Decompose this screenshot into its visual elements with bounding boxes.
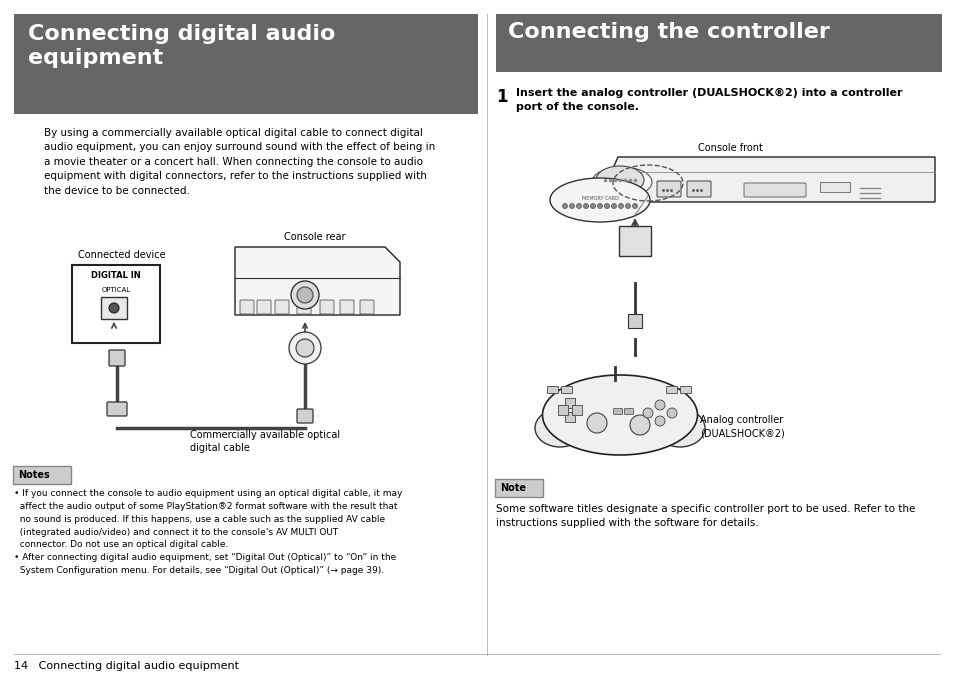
FancyBboxPatch shape [256, 300, 271, 314]
Circle shape [597, 204, 602, 208]
FancyBboxPatch shape [558, 405, 567, 415]
Text: 14   Connecting digital audio equipment: 14 Connecting digital audio equipment [14, 661, 239, 671]
FancyBboxPatch shape [657, 181, 680, 197]
Circle shape [618, 204, 623, 208]
Ellipse shape [596, 166, 643, 194]
Circle shape [291, 281, 318, 309]
Text: • If you connect the console to audio equipment using an optical digital cable, : • If you connect the console to audio eq… [14, 489, 402, 575]
FancyBboxPatch shape [613, 408, 622, 415]
Text: Console front: Console front [697, 143, 761, 153]
Text: Commercially available optical
digital cable: Commercially available optical digital c… [190, 430, 340, 453]
Ellipse shape [592, 167, 651, 197]
FancyBboxPatch shape [547, 386, 558, 394]
FancyBboxPatch shape [564, 398, 575, 408]
FancyBboxPatch shape [496, 14, 941, 72]
FancyBboxPatch shape [624, 408, 633, 415]
Text: DIGITAL IN: DIGITAL IN [91, 271, 141, 280]
FancyBboxPatch shape [627, 314, 641, 328]
FancyBboxPatch shape [679, 386, 691, 394]
FancyBboxPatch shape [109, 350, 125, 366]
FancyBboxPatch shape [296, 409, 313, 423]
Circle shape [583, 204, 588, 208]
Text: OPTICAL: OPTICAL [101, 287, 131, 293]
FancyBboxPatch shape [101, 297, 127, 319]
Text: Connected device: Connected device [78, 250, 166, 260]
Circle shape [569, 204, 574, 208]
Circle shape [604, 204, 609, 208]
Circle shape [655, 400, 664, 410]
FancyBboxPatch shape [14, 14, 477, 114]
FancyBboxPatch shape [274, 300, 289, 314]
Text: Some software titles designate a specific controller port to be used. Refer to t: Some software titles designate a specifi… [496, 504, 915, 528]
FancyBboxPatch shape [13, 466, 71, 484]
FancyBboxPatch shape [618, 226, 650, 256]
FancyBboxPatch shape [743, 183, 805, 197]
Circle shape [296, 287, 313, 303]
Circle shape [625, 204, 630, 208]
Circle shape [576, 204, 581, 208]
FancyBboxPatch shape [71, 265, 160, 343]
Circle shape [562, 204, 567, 208]
FancyBboxPatch shape [107, 402, 127, 416]
Ellipse shape [655, 409, 704, 447]
Text: Connecting the controller: Connecting the controller [507, 22, 829, 42]
Circle shape [289, 332, 320, 364]
Circle shape [590, 204, 595, 208]
FancyBboxPatch shape [686, 181, 710, 197]
Circle shape [632, 204, 637, 208]
FancyBboxPatch shape [572, 405, 581, 415]
Text: Insert the analog controller (DUALSHOCK®2) into a controller
port of the console: Insert the analog controller (DUALSHOCK®… [516, 88, 902, 112]
FancyBboxPatch shape [561, 386, 572, 394]
Text: Console rear: Console rear [284, 232, 345, 242]
Ellipse shape [550, 178, 649, 222]
Circle shape [655, 416, 664, 426]
Circle shape [642, 408, 652, 418]
Text: Notes: Notes [18, 470, 50, 480]
Text: Analog controller
(DUALSHOCK®2): Analog controller (DUALSHOCK®2) [700, 415, 784, 438]
FancyBboxPatch shape [820, 182, 849, 192]
Text: By using a commercially available optical digital cable to connect digital
audio: By using a commercially available optica… [44, 128, 435, 195]
Circle shape [109, 303, 119, 313]
FancyBboxPatch shape [339, 300, 354, 314]
Polygon shape [234, 247, 399, 315]
Ellipse shape [535, 409, 584, 447]
Circle shape [586, 413, 606, 433]
FancyBboxPatch shape [666, 386, 677, 394]
FancyBboxPatch shape [296, 300, 311, 314]
Circle shape [666, 408, 677, 418]
FancyBboxPatch shape [564, 412, 575, 422]
FancyBboxPatch shape [319, 300, 334, 314]
FancyBboxPatch shape [359, 300, 374, 314]
FancyBboxPatch shape [495, 479, 542, 497]
Circle shape [611, 204, 616, 208]
Ellipse shape [542, 375, 697, 455]
Text: MEMORY CARD: MEMORY CARD [581, 196, 618, 201]
Text: Connecting digital audio
equipment: Connecting digital audio equipment [28, 24, 335, 68]
Text: Note: Note [499, 483, 525, 493]
Circle shape [629, 415, 649, 435]
FancyBboxPatch shape [240, 300, 253, 314]
Text: 1: 1 [496, 88, 507, 106]
Polygon shape [598, 157, 934, 202]
Circle shape [295, 339, 314, 357]
